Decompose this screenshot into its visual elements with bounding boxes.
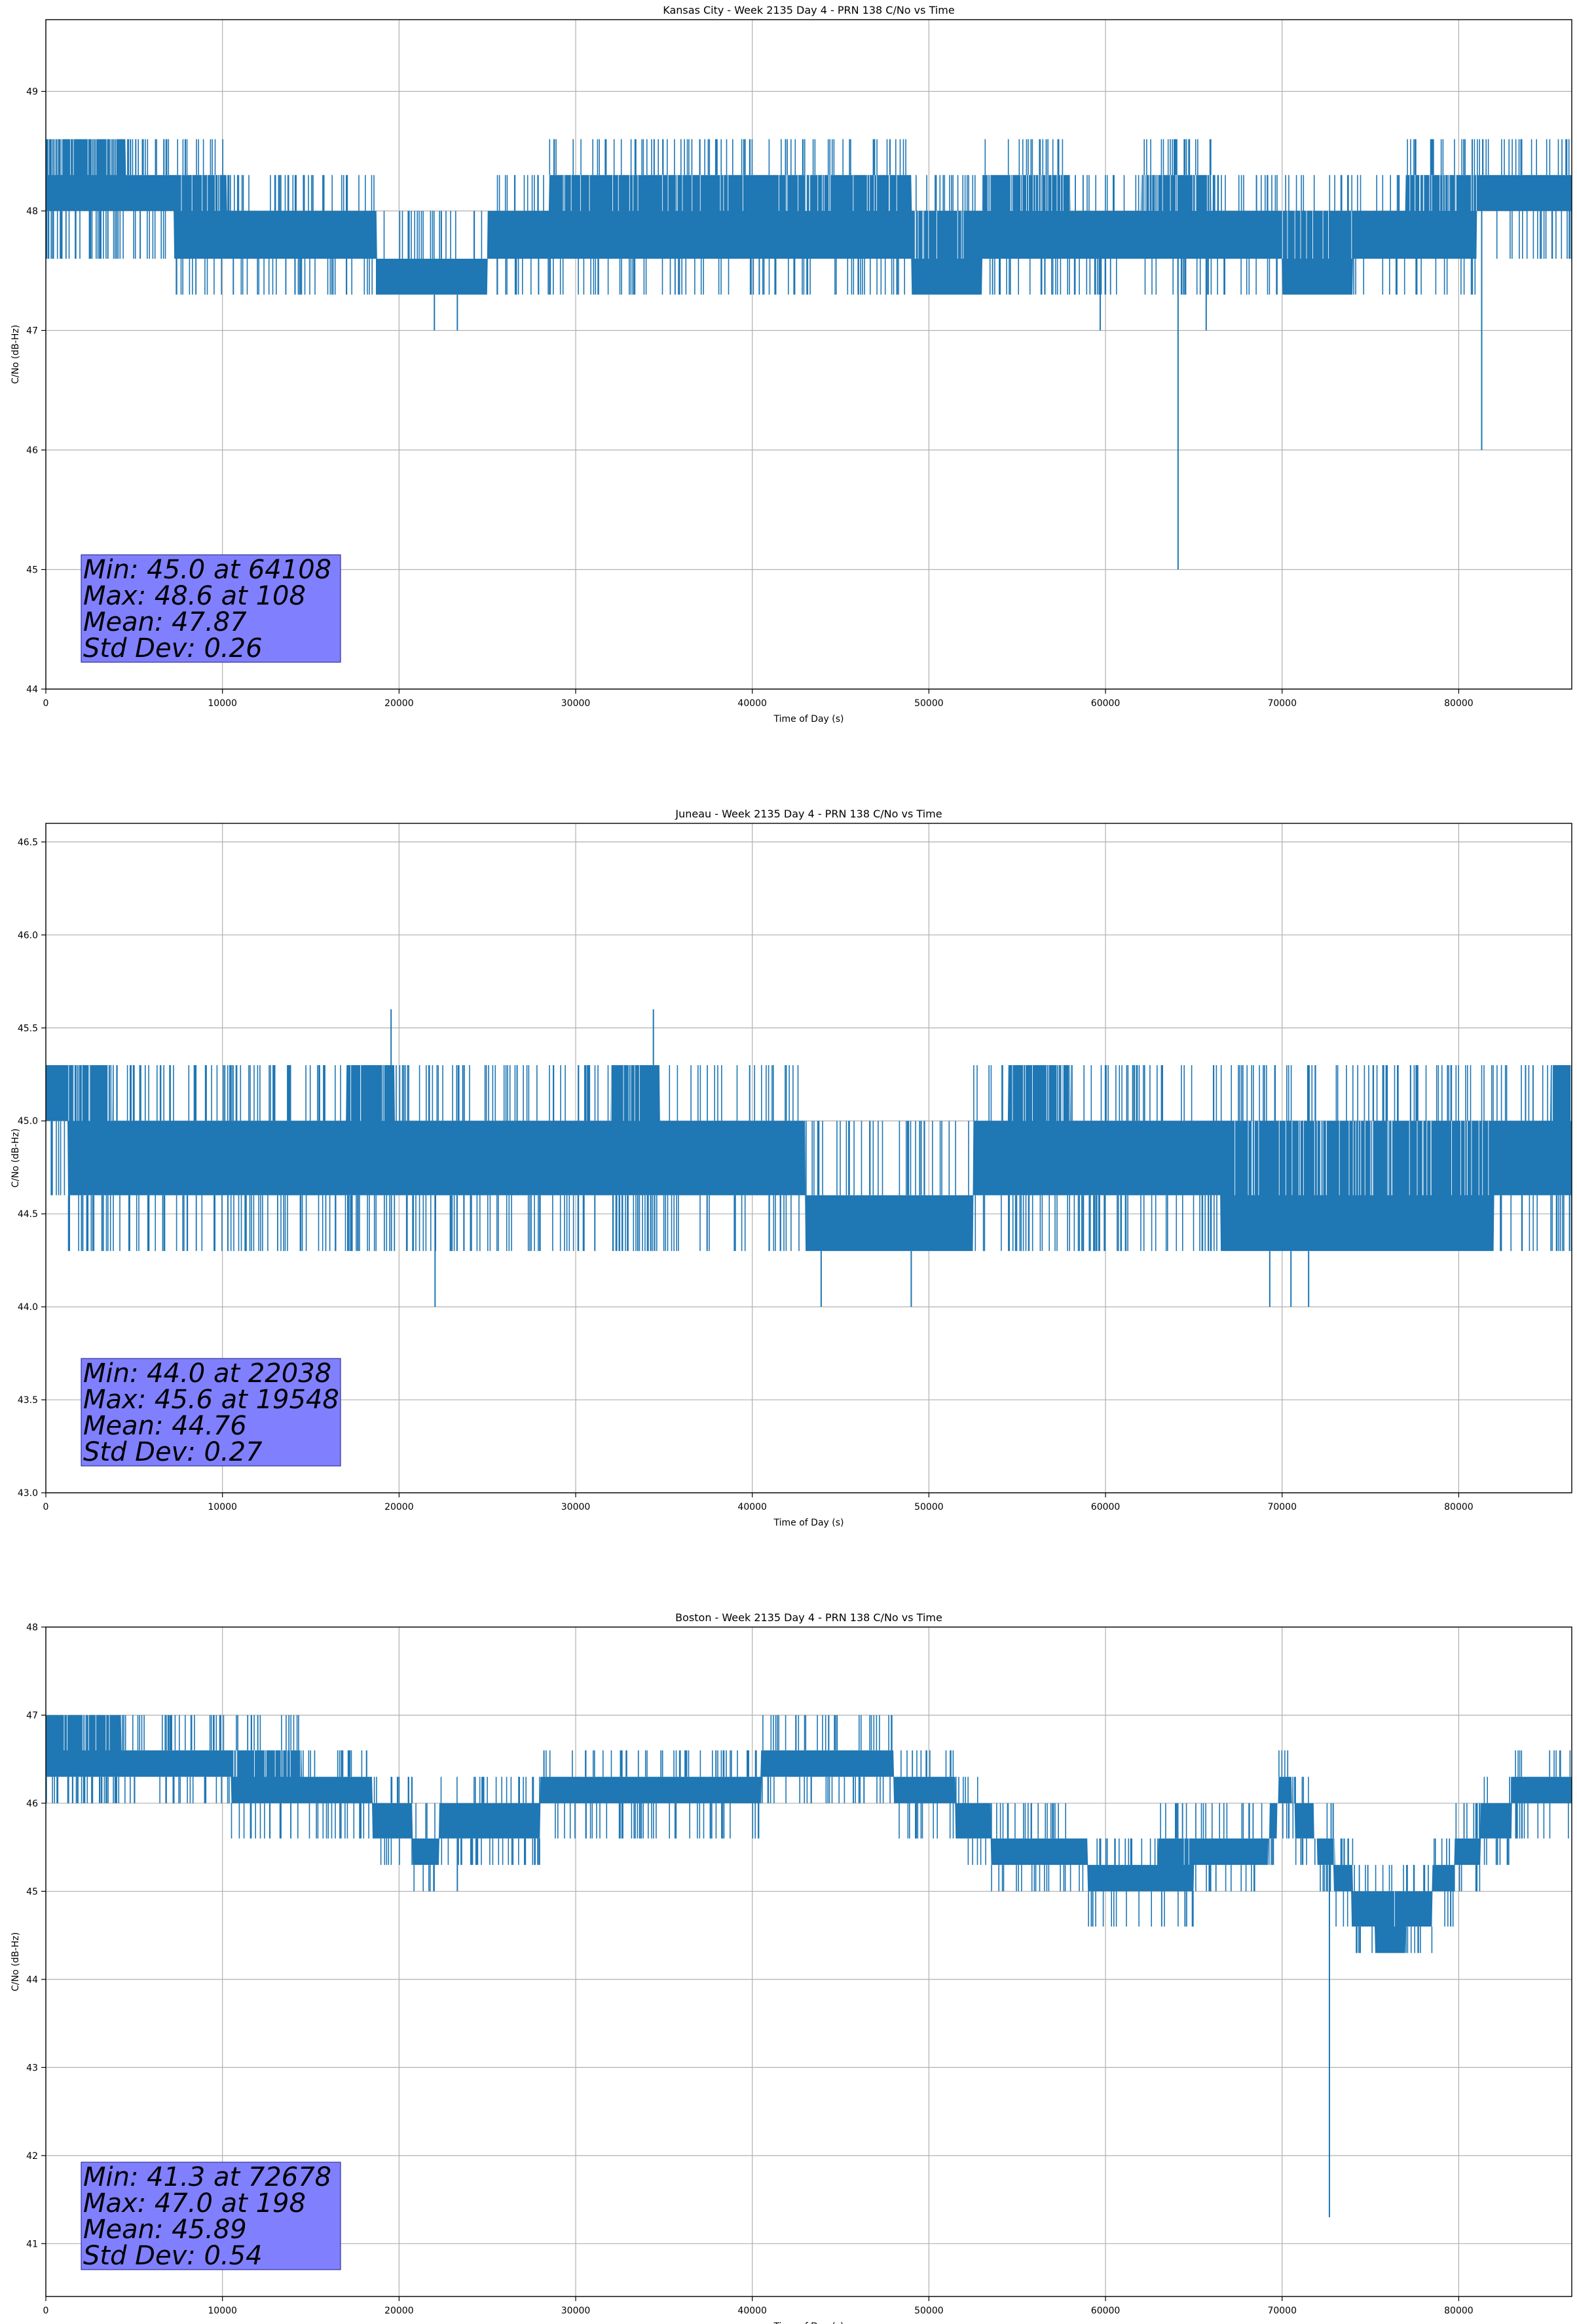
ticks: 0 10000 20000 30000 40000 50000 60000 70000 8000… (26, 1622, 1474, 2316)
y-tick-label: 45.5 (18, 1023, 38, 1034)
y-tick-label: 45 (26, 565, 38, 576)
x-tick-label: 60000 (1091, 1502, 1121, 1512)
y-tick-label: 41 (26, 2239, 38, 2249)
y-tick-label: 47 (26, 1710, 38, 1721)
stats-box (81, 1358, 341, 1467)
ticks: 0 10000 20000 30000 40000 50000 60000 70000 8000… (18, 837, 1474, 1512)
x-tick-label: 60000 (1091, 698, 1121, 709)
stats-line: Mean: 47.87 (83, 607, 247, 637)
series-band (46, 1715, 1572, 1953)
x-tick-label: 20000 (384, 2306, 414, 2316)
y-axis-label: C/No (dB-Hz) (10, 1932, 21, 1991)
series-gaps (68, 1065, 1572, 1195)
series-excursions (46, 1715, 1571, 1953)
stats-line: Mean: 45.89 (83, 2215, 247, 2245)
x-tick-label: 70000 (1267, 1502, 1297, 1512)
y-tick-label: 43 (26, 2063, 38, 2073)
x-tick-label: 40000 (737, 2306, 767, 2316)
stats-line: Min: 41.3 at 72678 (83, 2162, 331, 2192)
y-tick-label: 48 (26, 206, 38, 217)
stats-line: Max: 45.6 at 19548 (83, 1385, 339, 1415)
y-tick-label: 44 (26, 1975, 38, 1985)
x-axis-label: Time of Day (s) (773, 2321, 844, 2324)
y-tick-label: 46 (26, 445, 38, 456)
y-tick-label: 43.0 (18, 1488, 38, 1499)
series-cno (46, 1009, 1572, 1307)
y-tick-label: 47 (26, 326, 38, 337)
stats-line: Std Dev: 0.54 (83, 2241, 263, 2271)
x-tick-label: 70000 (1267, 698, 1297, 709)
series-band (46, 139, 1572, 295)
stats-line: Max: 47.0 at 198 (83, 2188, 306, 2219)
chart-panel-3: 0 10000 20000 30000 40000 50000 60000 70000 8000… (10, 1611, 1572, 2324)
series-cno (46, 139, 1572, 570)
y-axis-label: C/No (dB-Hz) (10, 1129, 21, 1188)
x-tick-label: 80000 (1444, 698, 1474, 709)
stats-box (81, 554, 341, 663)
x-axis-label: Time of Day (s) (773, 714, 844, 724)
x-tick-label: 10000 (208, 1502, 237, 1512)
ticks: 0 10000 20000 30000 40000 50000 60000 70000 8000… (26, 87, 1474, 709)
x-tick-label: 60000 (1091, 2306, 1121, 2316)
series-excursions (50, 1065, 1572, 1251)
x-tick-label: 10000 (208, 698, 237, 709)
series-band (46, 1065, 1572, 1251)
series-gaps (48, 139, 1477, 259)
y-tick-label: 45.0 (18, 1116, 38, 1127)
series-gaps (64, 1715, 1395, 1927)
x-tick-label: 0 (43, 2306, 49, 2316)
chart-panel-2: 0 10000 20000 30000 40000 50000 60000 70000 8000… (10, 808, 1572, 1528)
axes-frame (45, 19, 1572, 690)
series-excursions (46, 139, 1572, 295)
x-tick-label: 20000 (384, 1502, 414, 1512)
x-tick-label: 30000 (561, 698, 591, 709)
x-tick-label: 80000 (1444, 2306, 1474, 2316)
y-tick-label: 43.5 (18, 1395, 38, 1406)
stats-box (81, 2162, 341, 2270)
x-tick-label: 70000 (1267, 2306, 1297, 2316)
x-axis-label: Time of Day (s) (773, 1518, 844, 1528)
y-tick-label: 44.0 (18, 1302, 38, 1313)
stats-line: Mean: 44.76 (83, 1411, 247, 1441)
axes-frame (45, 823, 1572, 1493)
chart-title: Boston - Week 2135 Day 4 - PRN 138 C/No … (675, 1611, 942, 1624)
y-tick-label: 45 (26, 1886, 38, 1897)
y-tick-label: 46 (26, 1799, 38, 1809)
x-tick-label: 50000 (914, 2306, 944, 2316)
stats-line: Std Dev: 0.27 (83, 1437, 263, 1467)
x-tick-label: 0 (43, 698, 49, 709)
x-tick-label: 30000 (561, 2306, 591, 2316)
y-tick-label: 48 (26, 1622, 38, 1633)
axes-frame (45, 1626, 1572, 2297)
chart-title: Juneau - Week 2135 Day 4 - PRN 138 C/No … (675, 808, 942, 820)
y-tick-label: 46.5 (18, 837, 38, 848)
x-tick-label: 50000 (914, 698, 944, 709)
y-tick-label: 44.5 (18, 1209, 38, 1220)
x-tick-label: 40000 (737, 1502, 767, 1512)
y-tick-label: 49 (26, 87, 38, 98)
y-tick-label: 46.0 (18, 930, 38, 941)
x-tick-label: 40000 (737, 698, 767, 709)
x-tick-label: 0 (43, 1502, 49, 1512)
x-tick-label: 30000 (561, 1502, 591, 1512)
x-tick-label: 50000 (914, 1502, 944, 1512)
stats-line: Min: 44.0 at 22038 (83, 1359, 331, 1389)
stats-line: Max: 48.6 at 108 (83, 581, 306, 611)
y-tick-label: 44 (26, 684, 38, 695)
chart-panel-1: 0 10000 20000 30000 40000 50000 60000 70000 8000… (10, 4, 1572, 724)
chart-title: Kansas City - Week 2135 Day 4 - PRN 138 … (663, 4, 954, 16)
x-tick-label: 20000 (384, 698, 414, 709)
stats-line: Min: 45.0 at 64108 (83, 555, 331, 585)
x-tick-label: 80000 (1444, 1502, 1474, 1512)
y-tick-label: 42 (26, 2151, 38, 2162)
x-tick-label: 10000 (208, 2306, 237, 2316)
series-cno (46, 1715, 1572, 2217)
y-axis-label: C/No (dB-Hz) (10, 325, 21, 384)
stats-line: Std Dev: 0.26 (83, 633, 263, 664)
